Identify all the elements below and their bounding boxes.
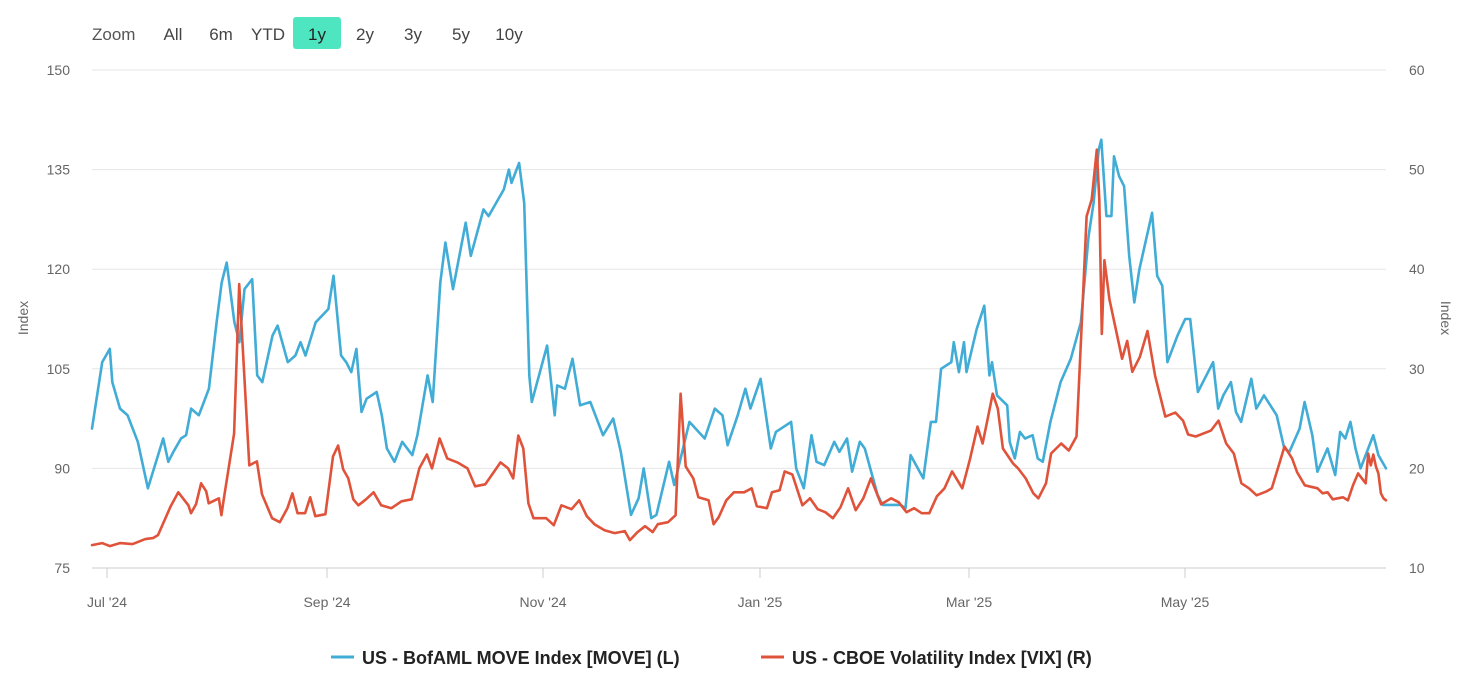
- right-axis-title: Index: [1438, 301, 1454, 335]
- right-axis-ticks: 10 20 30 40 50 60: [1409, 62, 1425, 576]
- grid: [92, 69, 1386, 569]
- right-tick-label: 40: [1409, 261, 1425, 277]
- left-axis-title: Index: [15, 301, 31, 335]
- series-line-move[interactable]: [90, 138, 1388, 520]
- left-tick-label: 120: [47, 261, 71, 277]
- x-tick-label: Mar '25: [946, 594, 992, 610]
- right-tick-label: 20: [1409, 460, 1425, 476]
- right-tick-label: 10: [1409, 560, 1425, 576]
- zoom-button-label: 2y: [356, 25, 374, 44]
- zoom-button-3y[interactable]: 3y: [404, 25, 422, 44]
- zoom-label: Zoom: [92, 25, 135, 44]
- x-tick-label: Nov '24: [519, 594, 566, 610]
- left-tick-label: 150: [47, 62, 71, 78]
- zoom-button-5y[interactable]: 5y: [452, 25, 470, 44]
- zoom-button-label: All: [164, 25, 183, 44]
- x-tick-label: May '25: [1161, 594, 1210, 610]
- zoom-button-2y[interactable]: 2y: [356, 25, 374, 44]
- series-lines: [90, 138, 1388, 548]
- zoom-button-1y[interactable]: 1y: [293, 17, 341, 49]
- x-tick-label: Sep '24: [303, 594, 350, 610]
- right-tick-label: 60: [1409, 62, 1425, 78]
- zoom-button-label: 6m: [209, 25, 233, 44]
- right-tick-label: 30: [1409, 361, 1425, 377]
- zoom-button-label: 5y: [452, 25, 470, 44]
- left-tick-label: 105: [47, 361, 71, 377]
- zoom-button-6m[interactable]: 6m: [209, 25, 233, 44]
- x-tick-label: Jan '25: [738, 594, 783, 610]
- legend-item-move[interactable]: US - BofAML MOVE Index [MOVE] (L): [331, 648, 680, 668]
- zoom-button-10y[interactable]: 10y: [495, 25, 523, 44]
- left-axis-ticks: 75 90 105 120 135 150: [47, 62, 71, 576]
- zoom-button-ytd[interactable]: YTD: [251, 25, 285, 44]
- zoom-button-all[interactable]: All: [164, 25, 183, 44]
- x-axis-ticks: Jul '24 Sep '24 Nov '24 Jan '25 Mar '25 May '…: [87, 568, 1210, 610]
- left-tick-label: 90: [54, 460, 70, 476]
- zoom-buttons: All 6m YTD 1y 2y 3y 5y 10y: [164, 17, 523, 49]
- zoom-button-active-bg: [293, 17, 341, 49]
- left-tick-label: 135: [47, 162, 71, 178]
- series-line-vix[interactable]: [90, 148, 1388, 548]
- right-tick-label: 50: [1409, 162, 1425, 178]
- zoom-button-label: YTD: [251, 25, 285, 44]
- zoom-button-label: 1y: [308, 25, 326, 44]
- legend-label-move: US - BofAML MOVE Index [MOVE] (L): [362, 648, 680, 668]
- zoom-button-label: 3y: [404, 25, 422, 44]
- zoom-button-label: 10y: [495, 25, 523, 44]
- zoom-bar: Zoom All 6m YTD 1y 2y 3y 5y 10y: [92, 17, 523, 49]
- legend-label-vix: US - CBOE Volatility Index [VIX] (R): [792, 648, 1092, 668]
- left-tick-label: 75: [54, 560, 70, 576]
- legend-item-vix[interactable]: US - CBOE Volatility Index [VIX] (R): [761, 648, 1092, 668]
- legend: US - BofAML MOVE Index [MOVE] (L) US - C…: [331, 648, 1092, 668]
- x-tick-label: Jul '24: [87, 594, 127, 610]
